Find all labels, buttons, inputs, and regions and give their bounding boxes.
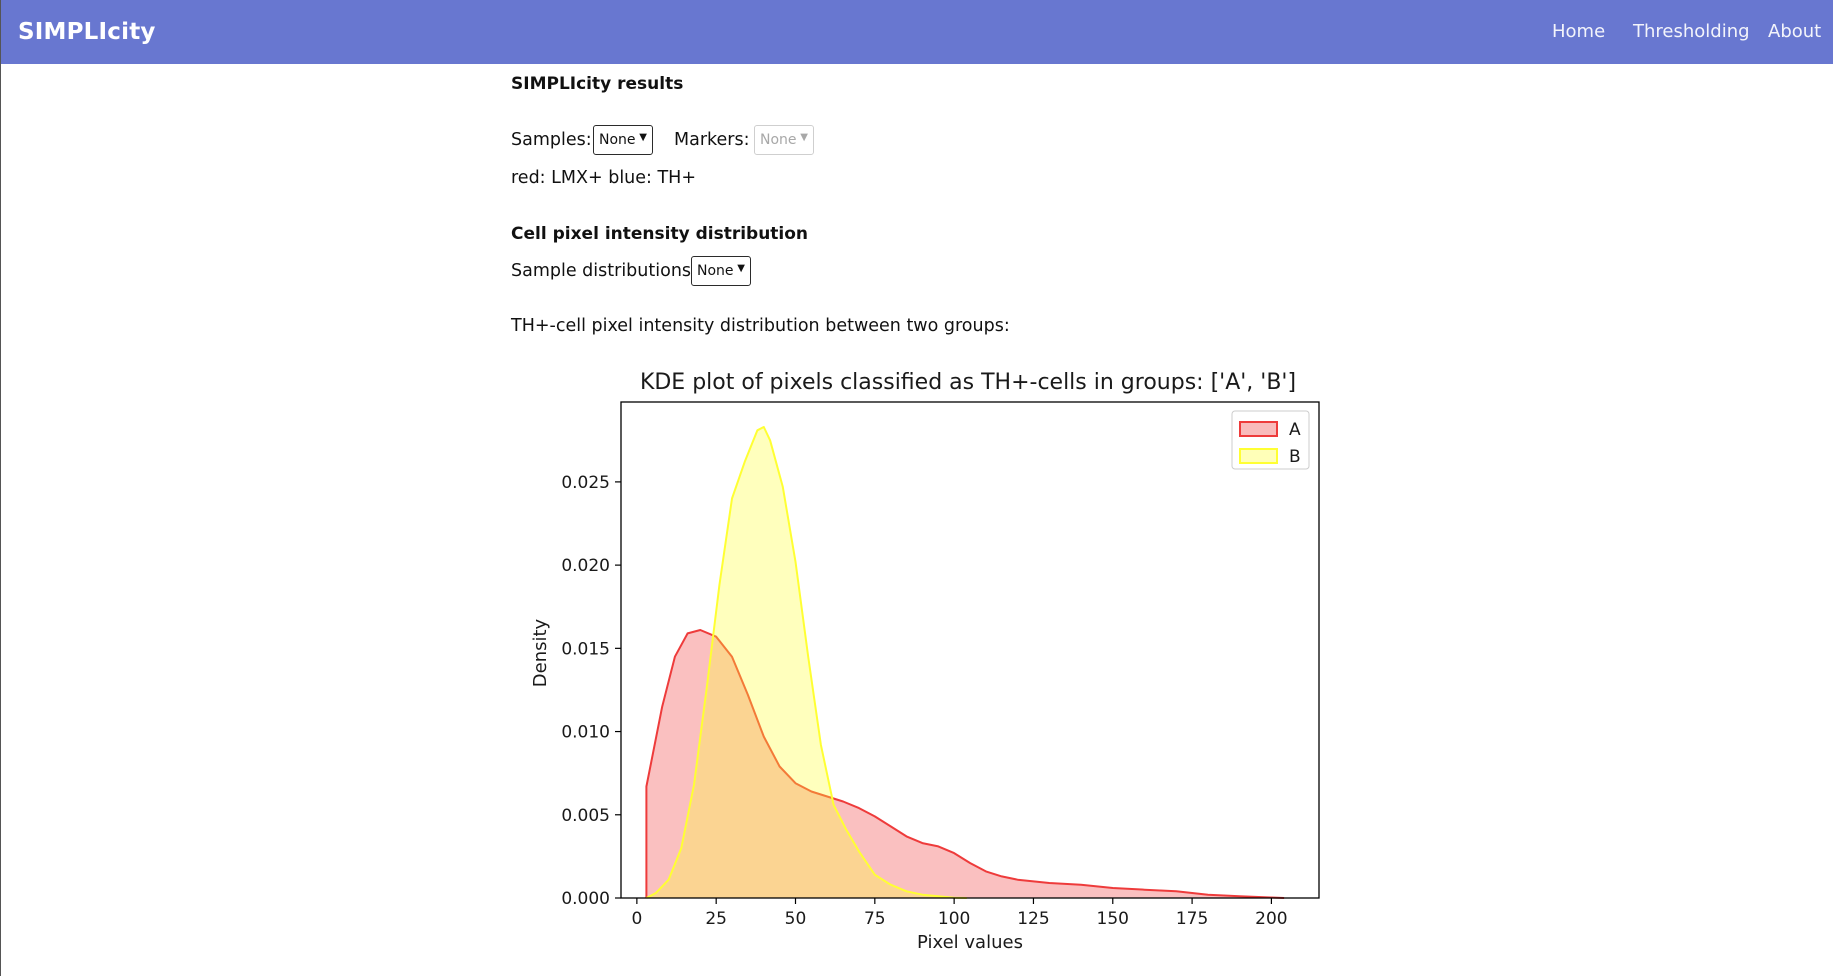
x-tick-label: 175 xyxy=(1176,909,1208,929)
nav-about-link[interactable]: About xyxy=(1768,21,1822,42)
results-heading: SIMPLIcity results xyxy=(511,74,684,94)
nav-thresholding-link[interactable]: Thresholding xyxy=(1633,21,1750,42)
plot-frame xyxy=(620,401,1320,899)
legend-swatch-b xyxy=(1239,448,1278,464)
x-tick-label: 25 xyxy=(705,909,727,929)
samples-select-value: None xyxy=(599,132,636,148)
brand-logo[interactable]: SIMPLIcity xyxy=(18,19,156,45)
markers-label: Markers: xyxy=(674,130,750,150)
distribution-heading: Cell pixel intensity distribution xyxy=(511,224,809,244)
x-tick-label: 125 xyxy=(1017,909,1049,929)
y-tick-label: 0.010 xyxy=(561,723,610,743)
sample-distributions-select[interactable]: None ▼ xyxy=(691,256,751,286)
plot-area: 0 25 50 75 100 125 150 175 200 0.000 0.005 0.010 0.0… xyxy=(561,401,1320,929)
series-b-line xyxy=(645,426,967,899)
y-tick-label: 0.005 xyxy=(561,806,610,826)
y-tick-label: 0.020 xyxy=(561,556,610,576)
y-tick-label: 0.000 xyxy=(561,889,610,909)
x-tick-label: 0 xyxy=(631,909,642,929)
nav-home-link[interactable]: Home xyxy=(1552,21,1606,42)
samples-select[interactable]: None ▼ xyxy=(593,125,653,155)
x-tick-label: 100 xyxy=(938,909,970,929)
legend-label-a: A xyxy=(1289,420,1301,440)
y-axis-label: Density xyxy=(530,618,551,687)
main-content: SIMPLIcity results Samples: None ▼ Marke… xyxy=(511,64,1411,976)
x-tick-label: 150 xyxy=(1097,909,1129,929)
chevron-down-icon: ▼ xyxy=(800,132,808,143)
samples-label: Samples: xyxy=(511,130,592,150)
markers-select: None ▼ xyxy=(754,125,814,155)
x-tick-label: 200 xyxy=(1255,909,1287,929)
y-tick-label: 0.015 xyxy=(561,639,610,659)
distribution-description: TH+-cell pixel intensity distribution be… xyxy=(511,316,1010,336)
y-tick-label: 0.025 xyxy=(561,473,610,493)
markers-select-value: None xyxy=(760,132,797,148)
legend-box xyxy=(1231,410,1310,470)
legend-swatch-a xyxy=(1239,421,1278,437)
x-tick-label: 75 xyxy=(864,909,886,929)
sample-distributions-select-value: None xyxy=(697,263,734,279)
x-axis-label: Pixel values xyxy=(917,932,1023,953)
color-legend-text: red: LMX+ blue: TH+ xyxy=(511,168,697,188)
chevron-down-icon: ▼ xyxy=(737,263,745,274)
chart-title: KDE plot of pixels classified as TH+-cel… xyxy=(640,370,1296,395)
sample-distributions-label: Sample distributions: xyxy=(511,261,697,281)
x-tick-label: 50 xyxy=(785,909,807,929)
kde-chart: KDE plot of pixels classified as TH+-cel… xyxy=(530,370,1320,953)
legend-label-b: B xyxy=(1289,447,1301,467)
series-a-area xyxy=(646,630,1285,898)
series-b-area xyxy=(646,427,967,898)
top-navbar: SIMPLIcity Home Thresholding About xyxy=(1,0,1833,64)
chevron-down-icon: ▼ xyxy=(639,132,647,143)
